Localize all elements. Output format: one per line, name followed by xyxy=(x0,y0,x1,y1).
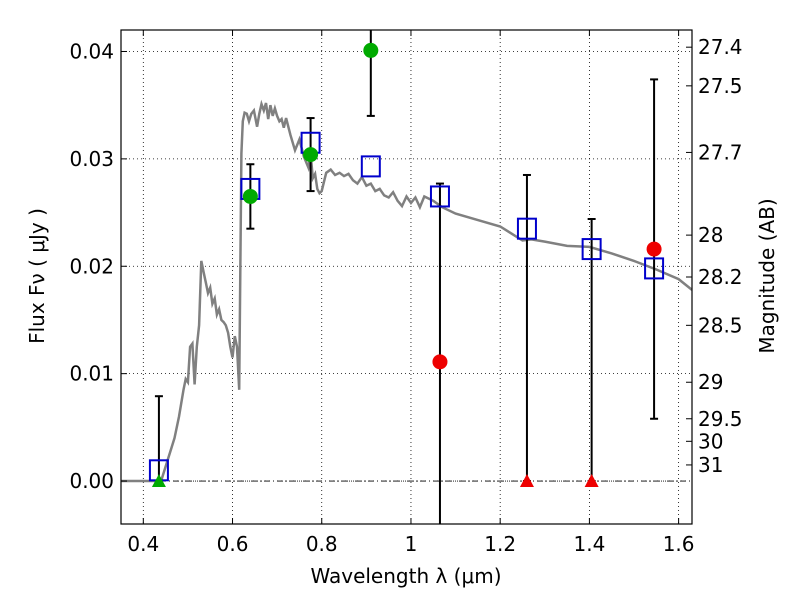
error-bar xyxy=(154,395,163,483)
y-tick-label-left: 0.00 xyxy=(69,469,114,493)
y-tick-label-right: 28.2 xyxy=(698,265,743,289)
y-axis-label-left: Flux Fν ( μJy ) xyxy=(25,208,49,344)
model-photometry-square xyxy=(360,155,381,178)
y-tick-label-left: 0.03 xyxy=(69,147,114,171)
model-photometry-square xyxy=(644,257,665,280)
observed-flux-point xyxy=(646,241,662,257)
y-tick-label-right: 29.5 xyxy=(698,407,743,431)
upper-limit-triangle xyxy=(151,474,166,488)
error-bar xyxy=(522,173,531,483)
plot-frame xyxy=(120,29,693,525)
y-tick-labels-left: 0.00 0.01 0.02 0.03 0.04 xyxy=(69,39,114,493)
upper-limit-triangle xyxy=(584,474,599,488)
y-tick-label-right: 27.5 xyxy=(698,74,743,98)
y-axis-label-right: Magnitude (AB) xyxy=(755,198,779,353)
x-tick-label: 1.6 xyxy=(663,532,695,556)
x-axis-label: Wavelength λ (μm) xyxy=(310,564,501,588)
model-photometry-square xyxy=(429,185,450,208)
y-tick-label-right: 28.5 xyxy=(698,313,743,337)
x-tick-label: 0.6 xyxy=(217,532,249,556)
x-tick-label: 1.2 xyxy=(484,532,516,556)
x-tick-label: 0.8 xyxy=(306,532,338,556)
plot-layer xyxy=(120,29,693,525)
observed-flux-point xyxy=(303,147,319,163)
y-tick-label-right: 27.4 xyxy=(698,35,743,59)
error-bar xyxy=(366,30,375,117)
x-tick-label: 1.4 xyxy=(573,532,605,556)
y-tick-label-left: 0.01 xyxy=(69,362,114,386)
model-photometry-square xyxy=(516,217,537,240)
model-photometry-square xyxy=(581,238,602,261)
x-tick-label: 0.4 xyxy=(127,532,159,556)
observed-flux-point xyxy=(242,188,258,204)
y-tick-label-left: 0.04 xyxy=(69,39,114,63)
y-tick-label-right: 28 xyxy=(698,223,723,247)
y-tick-label-right: 31 xyxy=(698,453,723,477)
y-tick-label-left: 0.02 xyxy=(69,254,114,278)
upper-limit-triangle xyxy=(519,474,534,488)
observed-flux-point xyxy=(432,354,448,370)
y-tick-label-right: 30 xyxy=(698,429,723,453)
y-tick-label-right: 29 xyxy=(698,370,723,394)
model-spectrum-line xyxy=(121,99,692,483)
observed-flux-point xyxy=(363,42,379,58)
x-tick-labels: 0.4 0.6 0.8 1 1.2 1.4 1.6 xyxy=(127,532,694,556)
x-tick-label: 1 xyxy=(405,532,418,556)
y-tick-label-right: 27.7 xyxy=(698,140,743,164)
